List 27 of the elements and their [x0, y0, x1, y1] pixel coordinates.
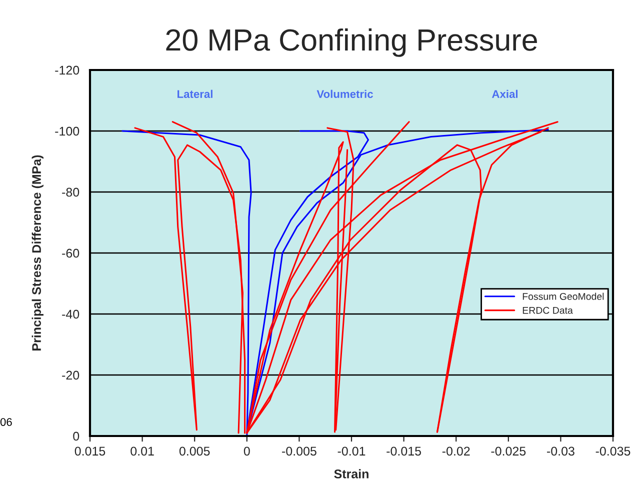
y-tick-label: -60 — [62, 248, 80, 258]
x-tick-label: 0.015 — [74, 446, 106, 456]
x-tick-label: -0.02 — [442, 446, 470, 456]
x-tick-label: -0.025 — [491, 446, 526, 456]
x-tick-label: -0.015 — [386, 446, 421, 456]
y-tick-label: -120 — [55, 66, 80, 75]
y-tick-label: -100 — [55, 126, 80, 136]
y-axis-title: Principal Stress Difference (MPa) — [32, 155, 44, 350]
x-axis-title: Strain — [334, 469, 368, 478]
x-tick-label: 0.005 — [179, 446, 210, 456]
legend-label: Fossum GeoModel — [522, 292, 604, 300]
x-tick-label: 0.01 — [130, 446, 154, 456]
x-tick-label: -0.035 — [596, 446, 630, 456]
annotation: Axial — [492, 90, 518, 98]
y-tick-label: -20 — [62, 370, 80, 380]
y-tick-label: -80 — [62, 188, 80, 197]
y-tick-label: -40 — [62, 310, 80, 319]
x-tick-label: -0.03 — [547, 446, 574, 456]
legend-label: ERDC Data — [522, 306, 573, 314]
x-tick-label: 0 — [244, 446, 250, 456]
chart-title: 20 MPa Confining Pressure — [166, 28, 537, 57]
x-tick-label: -0.01 — [338, 446, 366, 456]
y-tick-label: 0 — [73, 432, 80, 441]
text: 06 — [0, 418, 12, 426]
annotation: Lateral — [178, 90, 212, 98]
x-tick-label: -0.005 — [282, 446, 316, 456]
annotation: Volumetric — [316, 90, 373, 98]
